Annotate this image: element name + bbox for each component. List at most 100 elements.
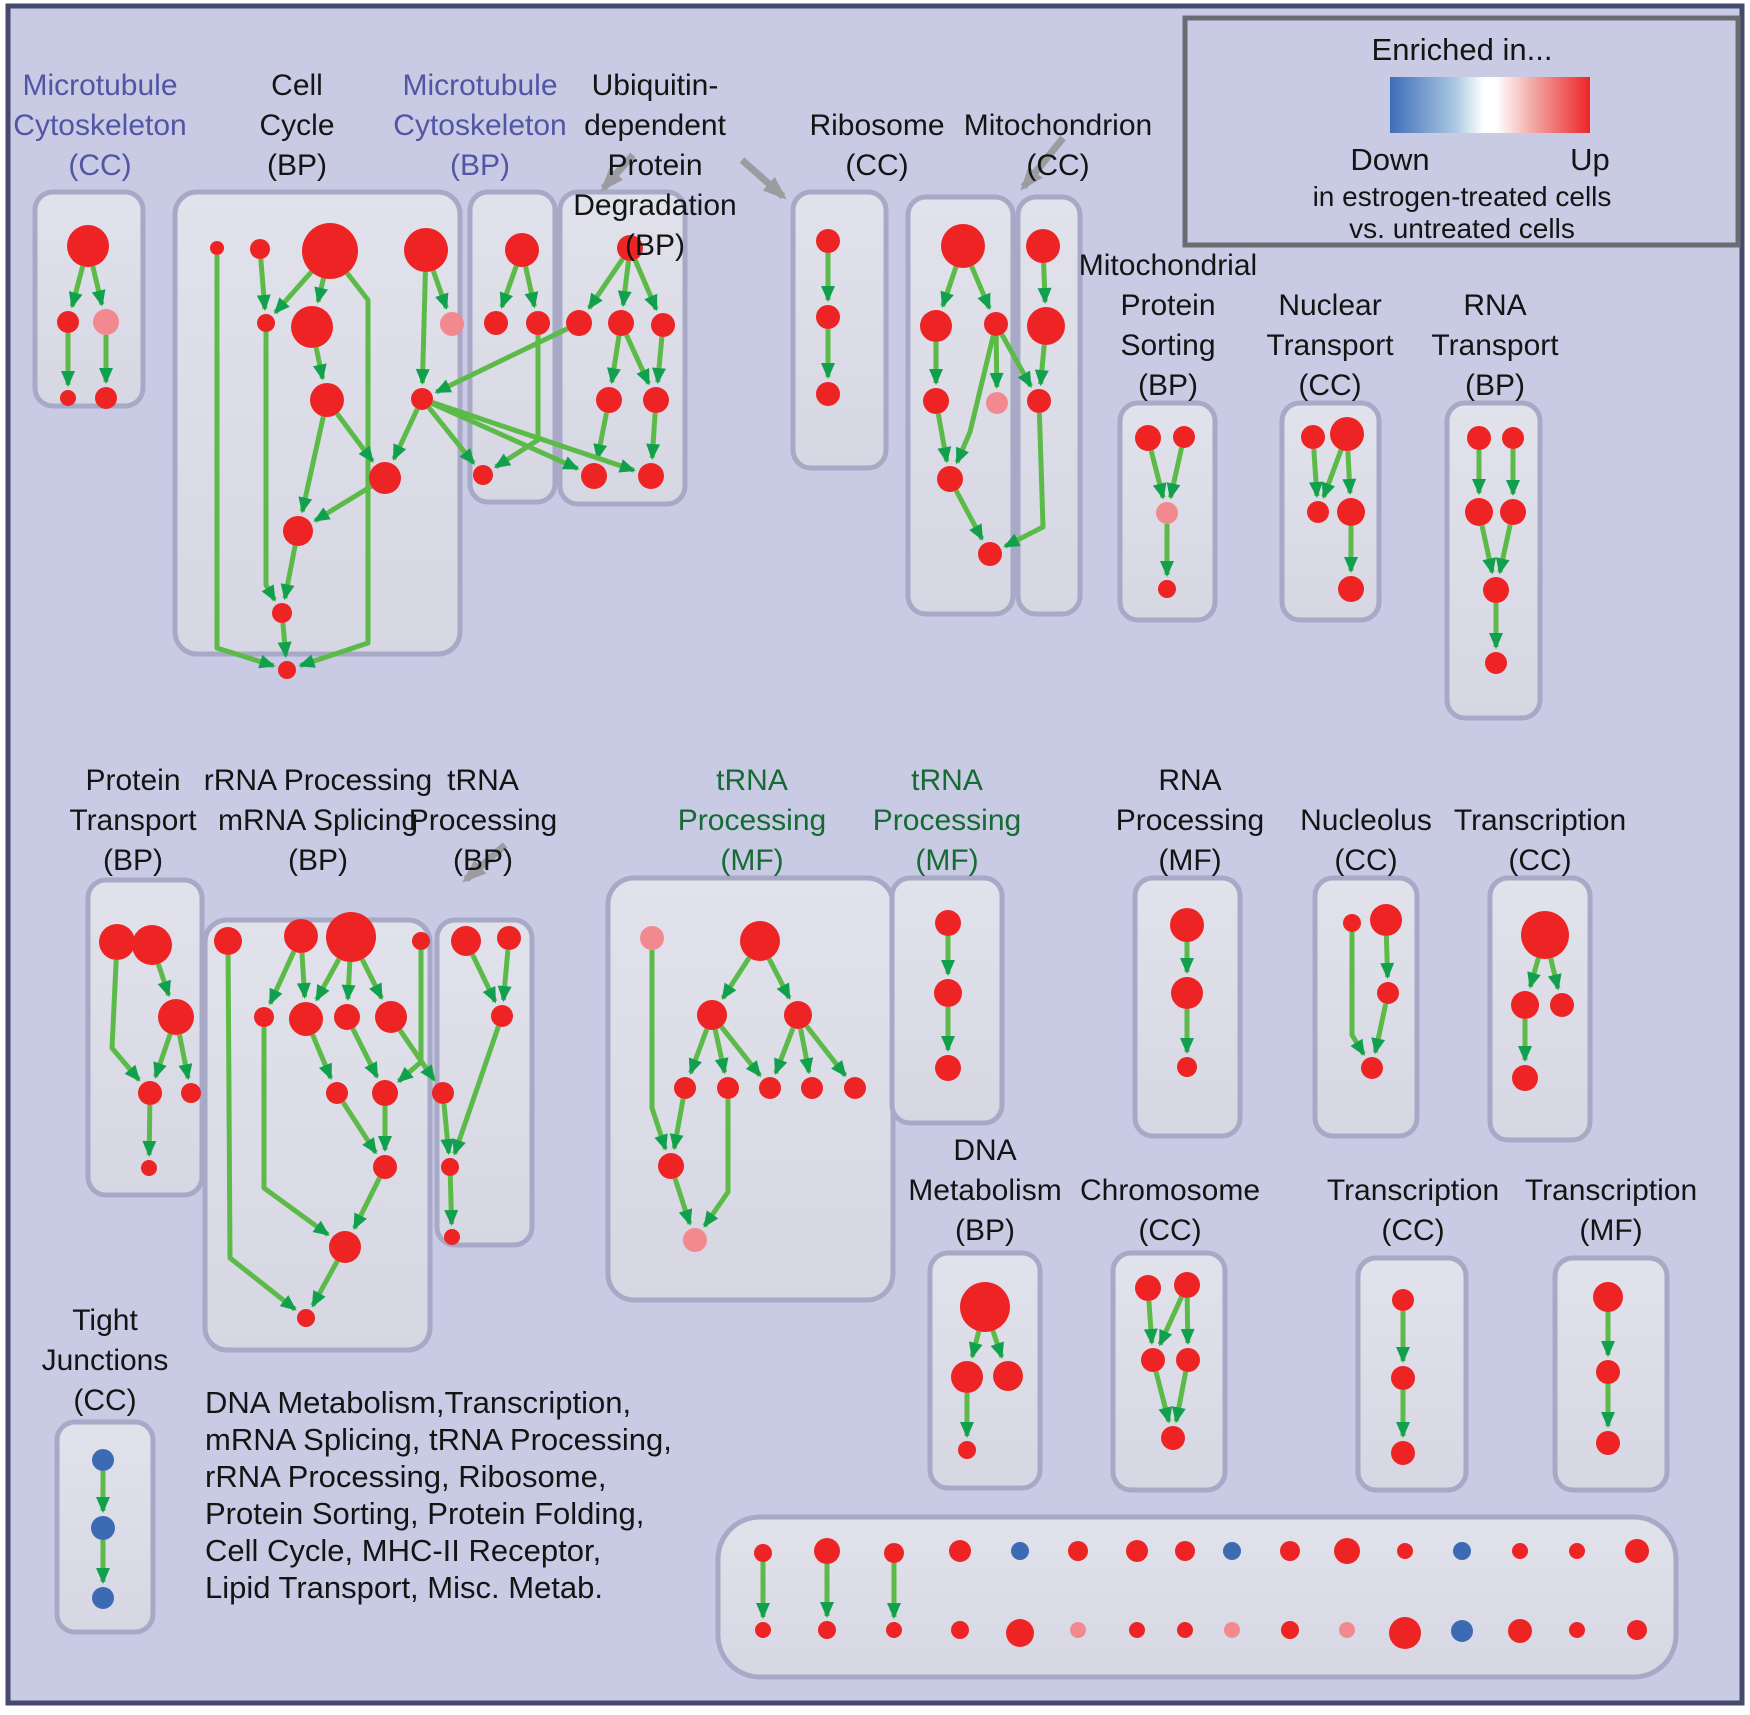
node-trna-mf-large-0 <box>640 926 664 950</box>
nodes-layer <box>57 223 1649 1649</box>
node-ribosome-2 <box>984 312 1008 336</box>
node-mixed-small-clusters-11 <box>1397 1543 1413 1559</box>
node-microtubule-bp-2 <box>526 311 550 335</box>
edge-cell-cycle-4 <box>298 271 371 668</box>
edge-nucleolus-0 <box>1349 932 1366 1057</box>
node-transcription-mf-0 <box>1593 1282 1623 1312</box>
label-transcription-cc-2-line-1: (CC) <box>1381 1214 1444 1247</box>
edge-trna-mf-large-7 <box>804 1024 848 1077</box>
node-protein-transport-2 <box>158 999 194 1035</box>
label-trna-mf-2-line-1: Processing <box>873 804 1021 837</box>
label-dna-metabolism-line-1: Metabolism <box>908 1174 1061 1207</box>
label-protein-transport-line-1: Transport <box>69 804 197 837</box>
edge-mito-protein-sorting-1 <box>1166 447 1185 500</box>
edge-nucleolus-2 <box>1371 1003 1389 1055</box>
edge-mito-protein-sorting-0 <box>1148 449 1167 500</box>
edge-chromosome-3 <box>1153 1370 1173 1424</box>
node-rna-transport-2 <box>1465 498 1493 526</box>
edge-transcription-cc-1-0 <box>1527 957 1541 989</box>
node-tight-junctions-2 <box>92 1587 114 1609</box>
node-nucleolus-0 <box>1343 914 1361 932</box>
edge-ubiquitin-a-1 <box>617 260 632 308</box>
legend: Enriched in... Down Up in estrogen-treat… <box>1182 15 1741 248</box>
edge-rrna-mrna-12 <box>261 1027 330 1237</box>
node-nuclear-transport-0 <box>1301 425 1325 449</box>
node-transcription-mf-1 <box>1596 1360 1620 1384</box>
node-cell-cycle-9 <box>369 462 401 494</box>
label-ubiquitin-line-3: Degradation <box>573 189 736 222</box>
edge-chromosome-0 <box>1143 1300 1158 1345</box>
node-transcription-cc-1-2 <box>1550 993 1574 1017</box>
node-mixed-small-clusters-19 <box>951 1621 969 1639</box>
legend-subtitle-line1: in estrogen-treated cells <box>1313 181 1612 212</box>
node-mixed-small-clusters-26 <box>1339 1622 1355 1638</box>
node-rna-transport-4 <box>1483 577 1509 603</box>
edges-layer <box>61 253 1615 1619</box>
node-microtubule-bp-1 <box>484 311 508 335</box>
node-mito-protein-sorting-2 <box>1156 502 1178 524</box>
edge-nuclear-transport-1 <box>1321 449 1344 499</box>
node-nuclear-transport-3 <box>1337 498 1365 526</box>
label-nuclear-transport-line-0: Nuclear <box>1278 289 1381 322</box>
node-mixed-small-clusters-1 <box>814 1538 840 1564</box>
node-transcription-cc-1-0 <box>1521 911 1569 959</box>
node-trna-bp-1 <box>497 926 521 950</box>
node-chromosome-3 <box>1176 1348 1200 1372</box>
label-ribosome-line-0: Ribosome <box>809 109 944 142</box>
label-chromosome-line-0: Chromosome <box>1080 1174 1260 1207</box>
node-trna-mf-large-8 <box>844 1077 866 1099</box>
node-ubiquitin-a-2 <box>608 310 634 336</box>
edge-dna-metabolism-0 <box>968 1330 983 1359</box>
node-ribosome-3 <box>923 388 949 414</box>
cluster-box-ubiquitin-b <box>790 189 889 471</box>
node-rna-transport-1 <box>1502 427 1524 449</box>
label-microtubule-bp-line-1: Cytoskeleton <box>393 109 566 142</box>
node-ribosome-6 <box>978 542 1002 566</box>
cluster-box-nucleolus <box>1312 875 1420 1139</box>
node-ribosome-0 <box>941 224 985 268</box>
cluster-box-mixed-small-clusters <box>715 1514 1679 1680</box>
node-ubiquitin-a-4 <box>596 387 622 413</box>
node-mixed-small-clusters-9 <box>1280 1541 1300 1561</box>
node-mixed-small-clusters-28 <box>1451 1620 1473 1642</box>
label-trna-mf-1-line-1: Processing <box>678 804 826 837</box>
edge-cell-cycle-3 <box>314 277 329 304</box>
node-transcription-cc-1-3 <box>1512 1065 1538 1091</box>
node-dna-metabolism-2 <box>993 1361 1023 1391</box>
edge-cell-cycle-10 <box>391 407 420 461</box>
cross-edge-5 <box>1003 412 1046 549</box>
cluster-box-cell-cycle <box>172 189 463 657</box>
cluster-box-dna-metabolism <box>927 1250 1043 1491</box>
cross-edge-3 <box>431 400 636 473</box>
label-cell-cycle-line-0: Cell <box>271 69 323 102</box>
node-mixed-small-clusters-20 <box>1006 1619 1034 1647</box>
node-mixed-small-clusters-23 <box>1177 1622 1193 1638</box>
edge-trna-mf-large-8 <box>649 950 668 1151</box>
node-mixed-small-clusters-6 <box>1126 1540 1148 1562</box>
label-trna-mf-1-line-0: tRNA <box>716 764 788 797</box>
edge-protein-transport-4 <box>142 1104 157 1157</box>
legend-gradient-bar <box>1390 77 1590 133</box>
edge-cell-cycle-7 <box>312 347 327 381</box>
label-ubiquitin-line-0: Ubiquitin- <box>592 69 719 102</box>
node-rrna-mrna-4 <box>254 1007 274 1027</box>
label-trna-mf-2-line-2: (MF) <box>915 844 978 877</box>
node-cell-cycle-4 <box>257 314 275 332</box>
label-trna-mf-2-line-0: tRNA <box>911 764 983 797</box>
edge-trna-bp-3 <box>440 1103 455 1156</box>
cross-edge-0 <box>434 326 569 395</box>
node-protein-transport-5 <box>141 1160 157 1176</box>
label-rna-processing-mf-line-2: (MF) <box>1158 844 1221 877</box>
label-tight-junctions-line-0: Tight <box>72 1304 138 1337</box>
node-rrna-mrna-6 <box>334 1004 360 1030</box>
edge-microtubule-bp-1 <box>523 266 539 309</box>
edge-cell-cycle-12 <box>261 332 277 602</box>
edge-rrna-mrna-3 <box>314 957 342 1002</box>
label-nucleolus-line-0: Nucleolus <box>1300 804 1432 837</box>
node-trna-mf-large-10 <box>683 1228 707 1252</box>
node-cell-cycle-2 <box>302 223 358 279</box>
edge-microtubule-cc-1 <box>90 265 106 307</box>
label-chromosome-line-1: (CC) <box>1138 1214 1201 1247</box>
label-transcription-mf-line-0: Transcription <box>1525 1174 1697 1207</box>
